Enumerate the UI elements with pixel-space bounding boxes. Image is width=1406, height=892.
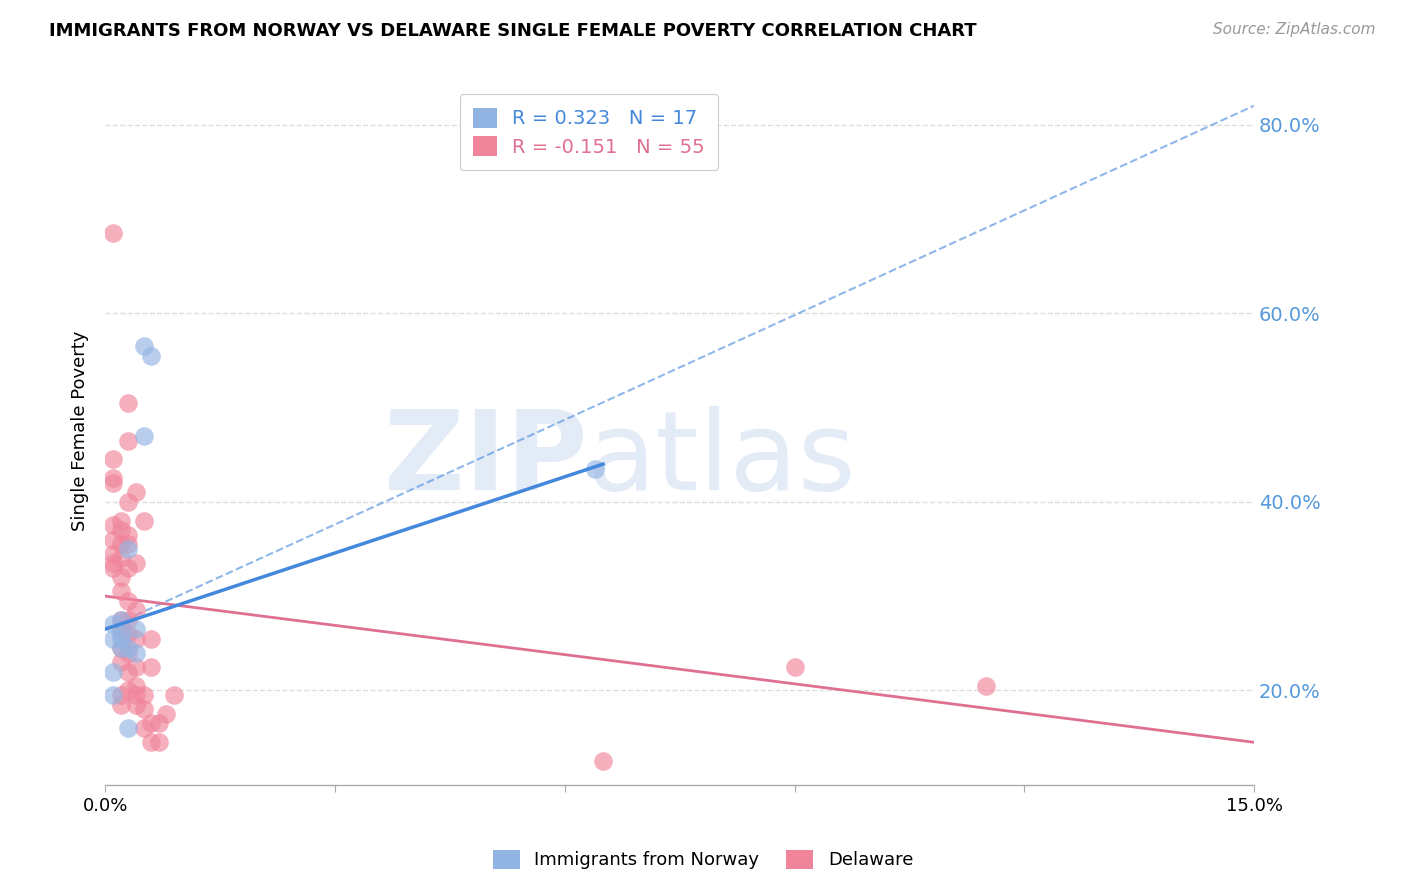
Point — [583, 462, 606, 476]
Point — [117, 495, 139, 509]
Point — [125, 603, 148, 617]
Point — [110, 622, 132, 636]
Point — [148, 735, 170, 749]
Point — [117, 613, 139, 627]
Point — [101, 688, 124, 702]
Point — [141, 632, 163, 646]
Point — [110, 655, 132, 669]
Point — [110, 613, 132, 627]
Point — [132, 702, 155, 716]
Point — [132, 339, 155, 353]
Point — [101, 471, 124, 485]
Point — [125, 632, 148, 646]
Point — [125, 688, 148, 702]
Point — [117, 646, 139, 660]
Point — [110, 584, 132, 599]
Point — [110, 688, 132, 702]
Point — [110, 632, 132, 646]
Point — [125, 679, 148, 693]
Point — [110, 537, 132, 551]
Point — [117, 665, 139, 679]
Point — [101, 452, 124, 467]
Point — [117, 721, 139, 735]
Point — [125, 622, 148, 636]
Point — [125, 556, 148, 570]
Point — [125, 660, 148, 674]
Point — [101, 226, 124, 240]
Point — [101, 632, 124, 646]
Point — [117, 541, 139, 556]
Point — [117, 683, 139, 698]
Point — [110, 698, 132, 712]
Point — [101, 475, 124, 490]
Point — [101, 665, 124, 679]
Legend: R = 0.323   N = 17, R = -0.151   N = 55: R = 0.323 N = 17, R = -0.151 N = 55 — [460, 95, 718, 170]
Point — [101, 617, 124, 632]
Point — [117, 627, 139, 641]
Text: ZIP: ZIP — [384, 406, 588, 513]
Point — [117, 640, 139, 655]
Point — [163, 688, 186, 702]
Point — [117, 537, 139, 551]
Point — [110, 514, 132, 528]
Point — [125, 485, 148, 500]
Point — [132, 429, 155, 443]
Point — [117, 561, 139, 575]
Text: IMMIGRANTS FROM NORWAY VS DELAWARE SINGLE FEMALE POVERTY CORRELATION CHART: IMMIGRANTS FROM NORWAY VS DELAWARE SINGL… — [49, 22, 977, 40]
Point — [141, 349, 163, 363]
Point — [110, 551, 132, 566]
Point — [117, 434, 139, 448]
Point — [592, 754, 614, 768]
Point — [110, 627, 132, 641]
Point — [141, 660, 163, 674]
Point — [101, 518, 124, 533]
Point — [125, 698, 148, 712]
Point — [101, 556, 124, 570]
Point — [101, 533, 124, 547]
Point — [110, 570, 132, 584]
Point — [117, 396, 139, 410]
Point — [141, 735, 163, 749]
Point — [117, 594, 139, 608]
Point — [132, 514, 155, 528]
Point — [125, 646, 148, 660]
Point — [101, 561, 124, 575]
Point — [110, 640, 132, 655]
Point — [141, 716, 163, 731]
Point — [110, 613, 132, 627]
Point — [117, 528, 139, 542]
Legend: Immigrants from Norway, Delaware: Immigrants from Norway, Delaware — [484, 841, 922, 879]
Point — [155, 706, 177, 721]
Point — [101, 547, 124, 561]
Point — [132, 688, 155, 702]
Point — [110, 523, 132, 537]
Point — [132, 721, 155, 735]
Point — [110, 640, 132, 655]
Point — [783, 660, 806, 674]
Text: atlas: atlas — [588, 406, 856, 513]
Point — [148, 716, 170, 731]
Point — [974, 679, 997, 693]
Text: Source: ZipAtlas.com: Source: ZipAtlas.com — [1212, 22, 1375, 37]
Y-axis label: Single Female Poverty: Single Female Poverty — [72, 331, 89, 532]
